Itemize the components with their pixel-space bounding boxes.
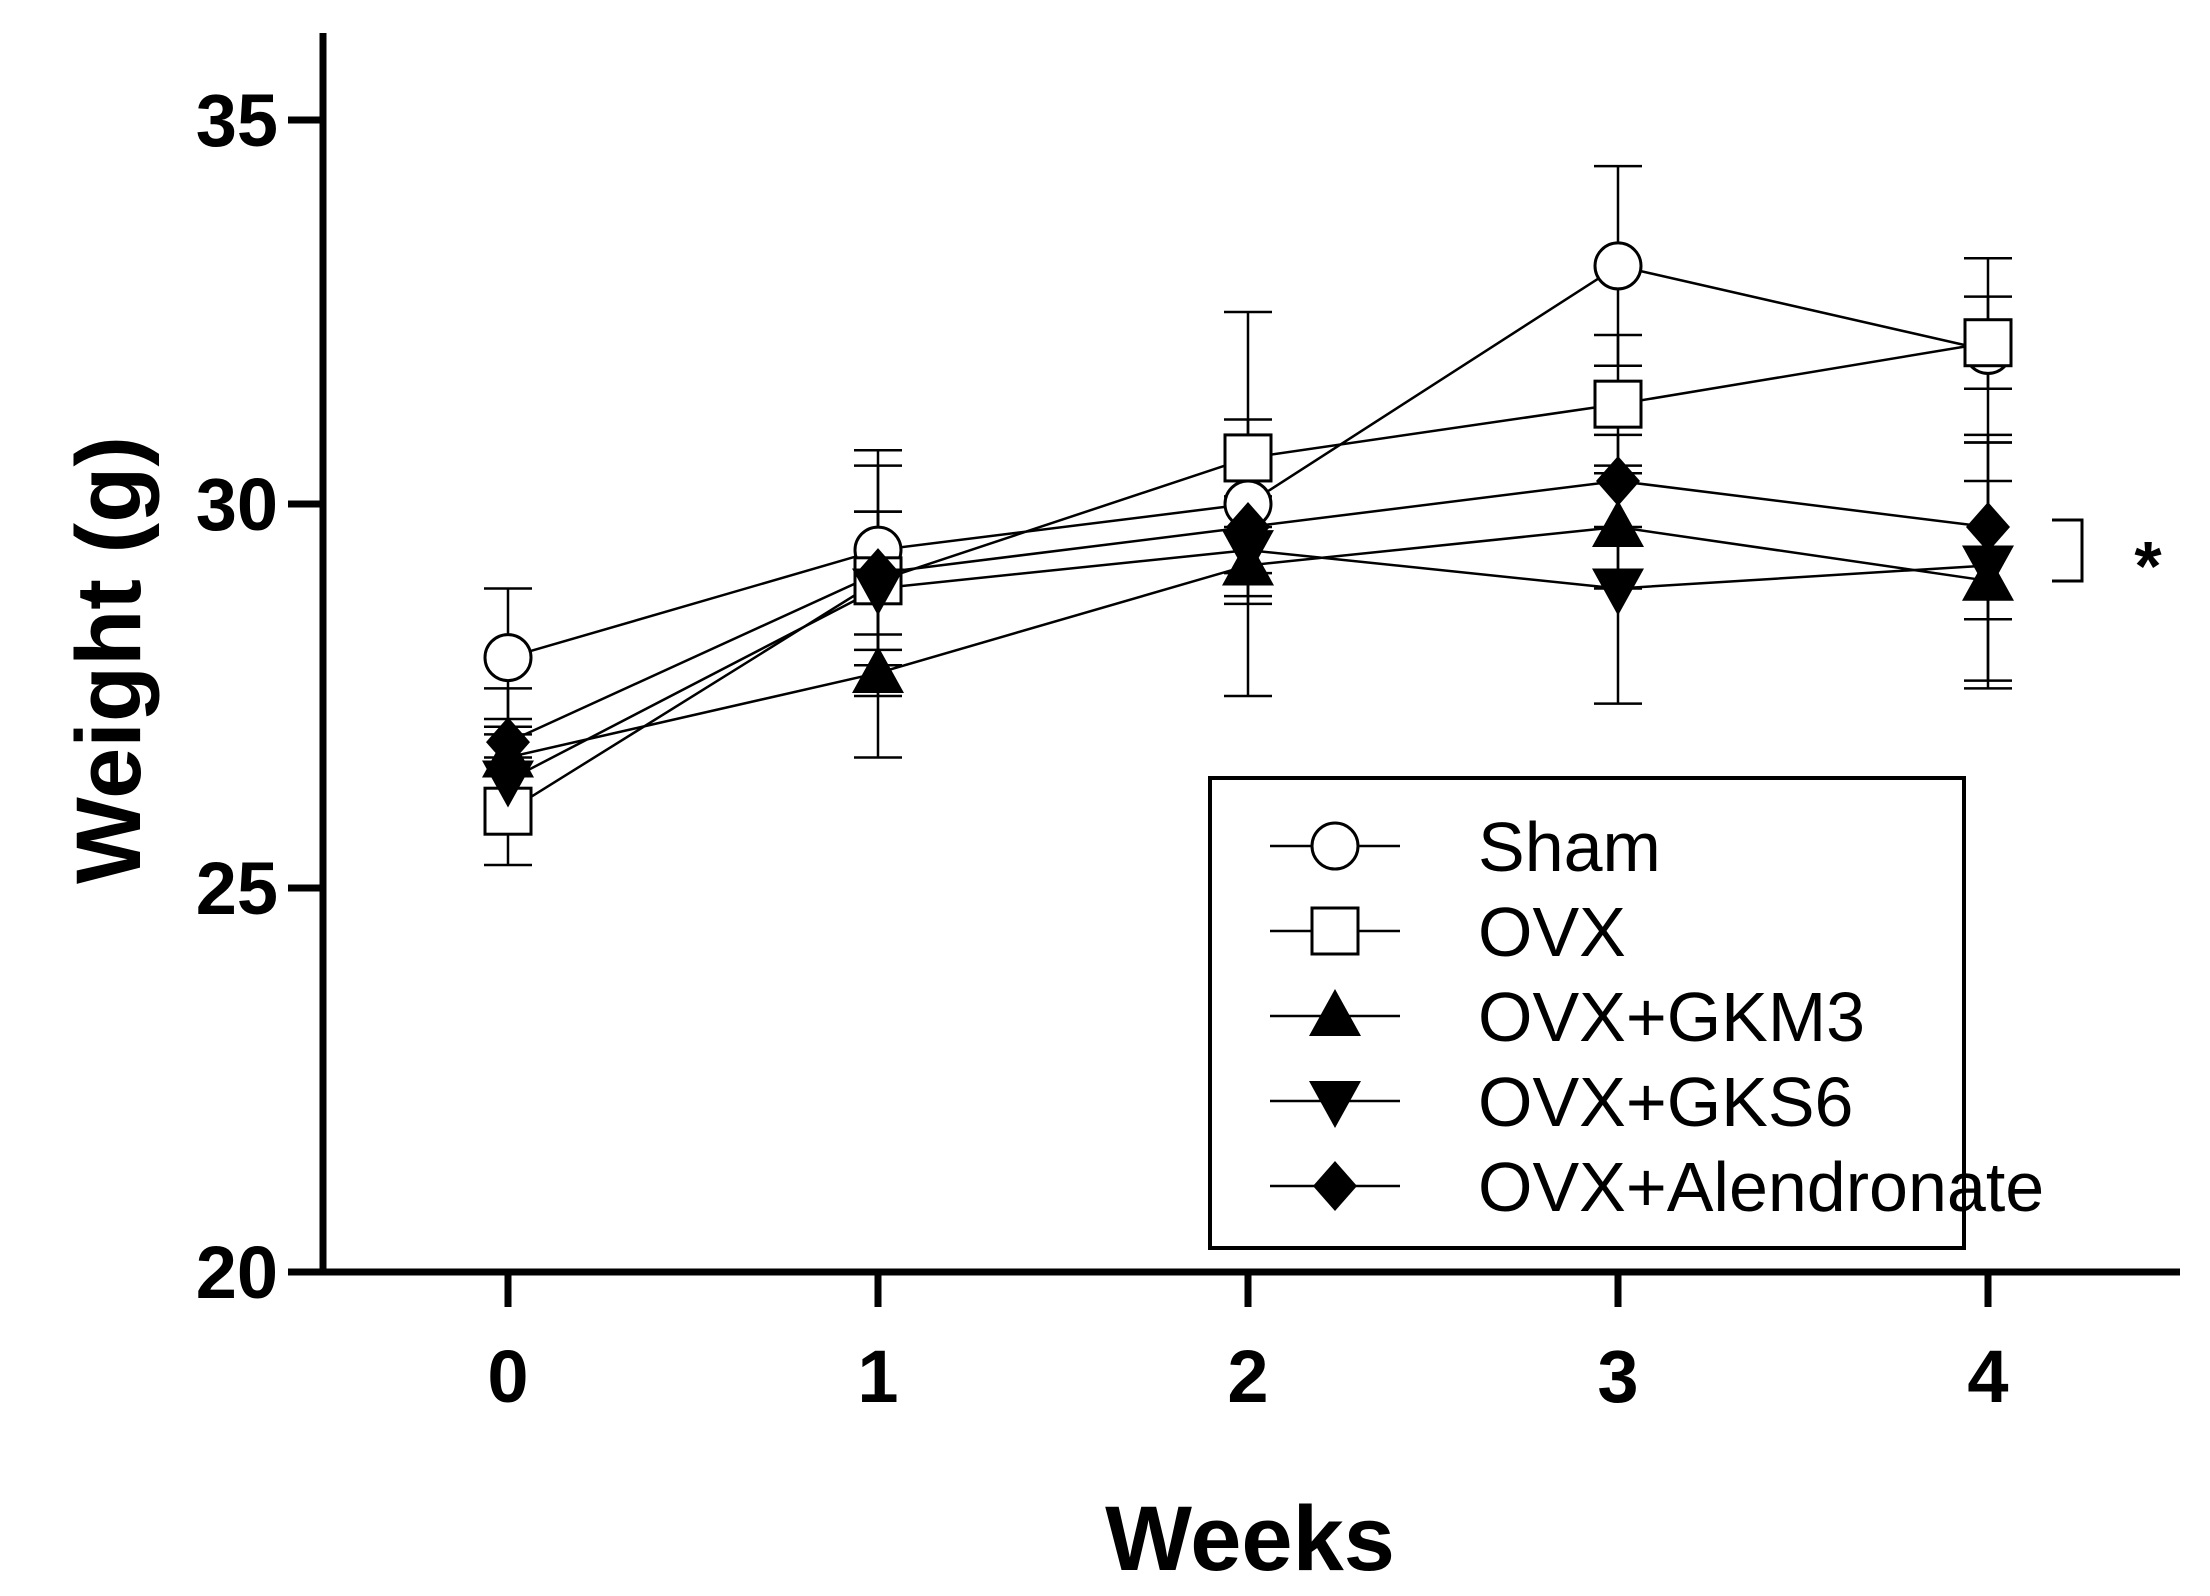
data-point — [1593, 379, 1643, 429]
y-ticks: 20 25 30 35 — [196, 79, 323, 1314]
data-point — [1223, 433, 1273, 483]
significance-asterisk: * — [2134, 527, 2162, 605]
x-tick-label: 3 — [1597, 1335, 1638, 1418]
legend-marker — [1313, 1161, 1357, 1211]
x-tick-label: 1 — [857, 1335, 898, 1418]
x-tick-label: 4 — [1967, 1335, 2008, 1418]
data-point — [1222, 530, 1274, 578]
data-point — [856, 548, 900, 599]
legend-label: OVX+Alendronate — [1478, 1148, 2044, 1226]
legend-label: OVX — [1478, 893, 1626, 971]
x-tick-label: 0 — [487, 1335, 528, 1418]
data-point — [852, 645, 904, 693]
y-tick-label: 25 — [196, 847, 278, 930]
markers — [482, 241, 2014, 836]
legend-marker — [1310, 821, 1360, 871]
legend-marker — [1309, 1081, 1361, 1128]
data-point — [1226, 502, 1270, 553]
data-point — [483, 633, 533, 683]
data-point — [1596, 455, 1640, 506]
y-axis-title: Weight (g) — [58, 436, 160, 884]
legend-marker — [1309, 989, 1361, 1036]
legend-label: Sham — [1478, 808, 1661, 886]
y-tick-label: 20 — [196, 1231, 278, 1314]
data-point — [482, 760, 534, 808]
x-ticks: 0 1 2 3 4 — [487, 1272, 2009, 1418]
data-point — [1593, 241, 1643, 291]
x-axis-title: Weeks — [1105, 1488, 1395, 1590]
data-point — [486, 717, 530, 768]
data-point — [1962, 545, 2014, 593]
significance-bracket: * — [2052, 518, 2162, 605]
y-tick-label: 30 — [196, 463, 278, 546]
legend-label: OVX+GKS6 — [1478, 1063, 1853, 1141]
legend-label: OVX+GKM3 — [1478, 978, 1865, 1056]
data-point — [1592, 500, 1644, 548]
legend-marker — [1310, 906, 1360, 956]
bracket-line — [2052, 518, 2084, 583]
data-point — [1592, 568, 1644, 616]
data-point — [1966, 502, 2010, 553]
data-point — [1963, 318, 2013, 368]
y-tick-label: 35 — [196, 79, 278, 162]
x-tick-label: 2 — [1227, 1335, 1268, 1418]
